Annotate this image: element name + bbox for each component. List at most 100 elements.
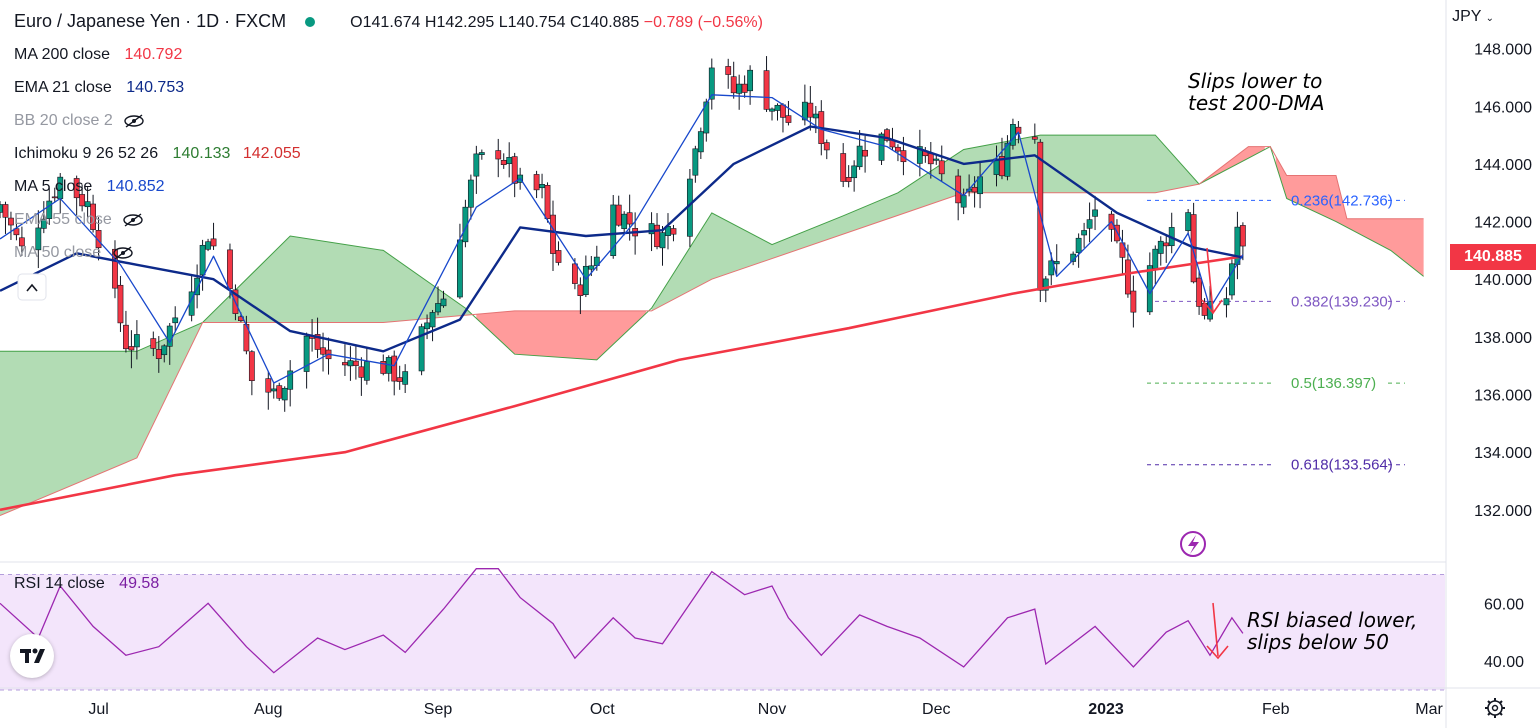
legend-ema55[interactable]: EMA 55 close xyxy=(14,211,144,229)
candle-body xyxy=(780,104,786,118)
ichimoku-cloud-segment xyxy=(1275,156,1424,277)
candle-body xyxy=(938,160,945,175)
currency-selector[interactable]: JPY ⌄ xyxy=(1452,8,1494,26)
candle-body xyxy=(276,385,283,399)
legend-ma50[interactable]: MA 50 close xyxy=(14,244,134,262)
indicator-line-ema21 xyxy=(0,125,1244,353)
price-annotation-line1: Slips lower to xyxy=(1188,69,1323,93)
candle xyxy=(1190,202,1197,284)
legend-ma50-label: MA 50 close xyxy=(14,244,102,261)
candle-body xyxy=(194,277,201,296)
legend-ma5-label: MA 5 close xyxy=(14,178,93,195)
candle-body xyxy=(1031,136,1038,140)
candle xyxy=(1196,270,1202,315)
legend-ichimoku[interactable]: Ichimoku 9 26 52 26 140.133 142.055 xyxy=(14,145,301,163)
candle-body xyxy=(265,378,272,393)
hidden-eye-icon[interactable] xyxy=(123,114,145,128)
candle-body xyxy=(396,377,403,382)
indicator-lines xyxy=(0,94,1244,512)
legend-ma200[interactable]: MA 200 close 140.792 xyxy=(14,46,182,64)
candle-body xyxy=(2,204,9,218)
candle-body xyxy=(90,203,96,230)
last-price-tag: 140.885 xyxy=(1450,244,1536,270)
lightning-icon[interactable] xyxy=(1180,531,1206,557)
hidden-eye-icon[interactable] xyxy=(112,246,134,260)
candle xyxy=(1130,275,1137,328)
price-tick-label: 136.000 xyxy=(1474,388,1532,405)
rsi-band xyxy=(0,574,1445,690)
rsi-line xyxy=(0,568,1244,674)
candle-body xyxy=(495,150,502,160)
candle xyxy=(1075,233,1082,268)
legend-ichimoku-label: Ichimoku 9 26 52 26 xyxy=(14,145,159,162)
tradingview-logo[interactable] xyxy=(10,634,54,678)
time-tick-label: Jul xyxy=(88,701,108,718)
legend-bb[interactable]: BB 20 close 2 xyxy=(14,112,145,130)
down-arrow-price xyxy=(1201,247,1223,315)
candlestick-series xyxy=(0,56,1246,412)
candle-body xyxy=(533,174,540,191)
currency-label: JPY xyxy=(1452,8,1482,25)
candle xyxy=(2,201,9,234)
candle xyxy=(467,174,474,220)
candle xyxy=(697,127,704,160)
symbol-header: Euro / Japanese Yen · 1D · FXCM O141.674… xyxy=(14,11,763,32)
time-tick-label: Mar xyxy=(1415,701,1443,718)
candle xyxy=(692,145,699,183)
candle xyxy=(210,222,217,250)
chevron-down-icon: ⌄ xyxy=(1485,13,1494,24)
candle xyxy=(90,194,96,233)
candle xyxy=(172,306,179,333)
open-value: O141.674 xyxy=(350,14,421,31)
change-value: −0.789 (−0.56%) xyxy=(643,14,763,31)
candle xyxy=(265,371,272,410)
collapse-legend-button[interactable] xyxy=(17,273,47,301)
ichimoku-span-a-line xyxy=(0,134,1424,361)
candle-body xyxy=(1223,298,1230,306)
settings-gear-icon[interactable] xyxy=(1485,698,1505,718)
candle-body xyxy=(342,362,348,366)
rsi-tick-label: 40.00 xyxy=(1484,654,1524,671)
candle-body xyxy=(1196,277,1202,307)
candle-body xyxy=(730,76,737,94)
candle-body xyxy=(467,179,474,208)
legend-ma5-value: 140.852 xyxy=(106,178,165,195)
candle xyxy=(473,145,480,194)
legend-ema21[interactable]: EMA 21 close 140.753 xyxy=(14,79,184,97)
price-annotation-line2: test 200-DMA xyxy=(1188,91,1325,115)
candle-body xyxy=(856,145,863,168)
ichimoku-cloud-segment xyxy=(0,236,471,516)
candle xyxy=(303,332,310,389)
candle xyxy=(708,58,715,110)
candle-body xyxy=(1163,242,1170,247)
candle-body xyxy=(172,317,179,324)
hidden-eye-icon[interactable] xyxy=(122,213,144,227)
legend-rsi[interactable]: RSI 14 close 49.58 xyxy=(14,575,159,593)
candle xyxy=(725,58,732,89)
legend-rsi-label: RSI 14 close xyxy=(14,575,105,592)
candle-body xyxy=(1146,265,1153,313)
candle xyxy=(429,309,436,342)
candle xyxy=(1239,222,1246,261)
symbol-title[interactable]: Euro / Japanese Yen · 1D · FXCM xyxy=(14,11,287,31)
legend-rsi-value: 49.58 xyxy=(119,575,160,592)
legend-ma5[interactable]: MA 5 close 140.852 xyxy=(14,178,165,196)
candle-body xyxy=(418,326,425,372)
high-value: H142.295 xyxy=(424,14,495,31)
price-tick-label: 144.000 xyxy=(1474,157,1532,174)
fib-level-label: 0.5(136.397) xyxy=(1291,375,1376,392)
candle-body xyxy=(703,101,710,134)
candle-body xyxy=(626,212,633,225)
candle-body xyxy=(166,325,173,347)
time-tick-label: Nov xyxy=(758,701,786,718)
candle-body xyxy=(1234,226,1241,265)
candle-body xyxy=(281,387,288,401)
candle xyxy=(133,320,140,360)
legend-ma200-value: 140.792 xyxy=(124,46,183,63)
candle xyxy=(276,382,283,401)
fib-level-label: 0.236(142.736) xyxy=(1291,192,1393,209)
candle-body xyxy=(1010,124,1016,146)
rsi-series-line xyxy=(0,568,1244,674)
candle-body xyxy=(40,218,47,229)
